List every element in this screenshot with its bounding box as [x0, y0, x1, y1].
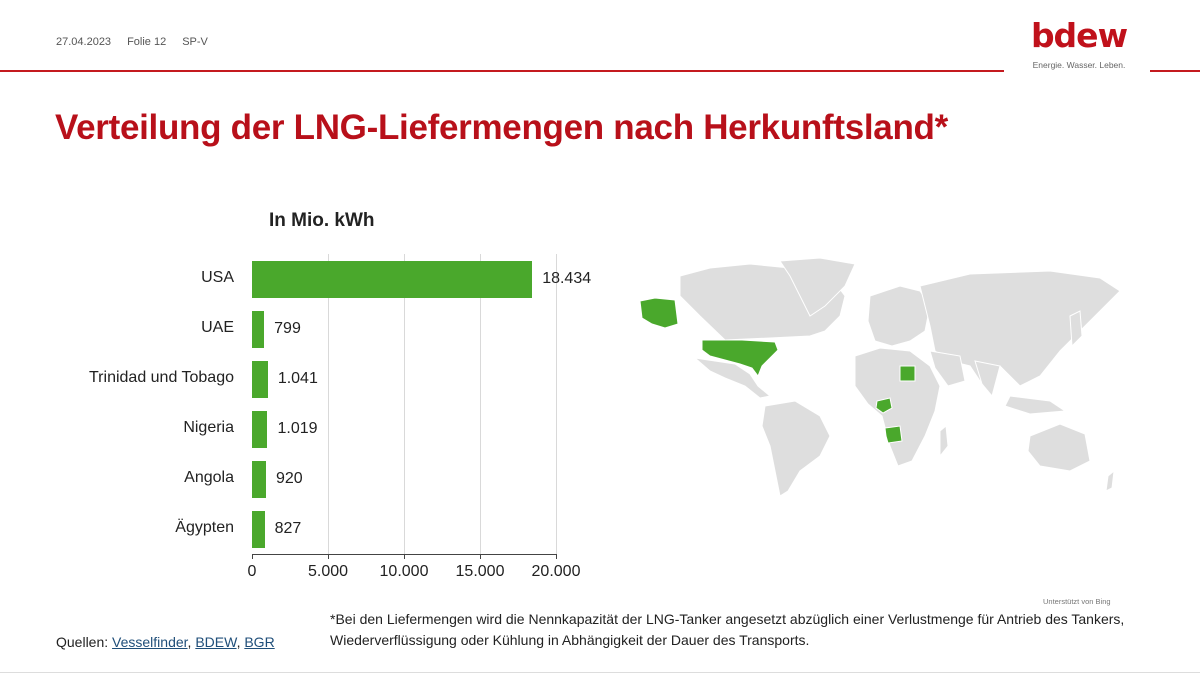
- bar-usa: [252, 260, 533, 298]
- bar-nigeria: [252, 410, 268, 448]
- bar-value-label: 1.019: [277, 419, 318, 437]
- map-japan: [1069, 310, 1083, 348]
- map-greenland: [779, 257, 856, 317]
- bdew-logo: bdew Energie. Wasser. Leben.: [1024, 16, 1134, 70]
- map-alaska-highlight: [639, 297, 679, 329]
- map-egypt-highlight: [899, 365, 916, 382]
- bar-trinidad-und-tobago: [252, 360, 268, 398]
- bar-chart-plot: 18.434 799 1.041 1.019 920 827: [252, 254, 591, 559]
- map-indonesia: [1004, 395, 1067, 415]
- map-angola-highlight: [884, 425, 903, 444]
- x-axis-line: [252, 554, 557, 555]
- bar-value-label: 799: [274, 319, 301, 337]
- map-credit: Unterstützt von Bing: [1043, 597, 1111, 606]
- source-link-vesselfinder[interactable]: Vesselfinder: [112, 634, 188, 650]
- map-africa: [854, 347, 941, 467]
- slide-meta: 27.04.2023 Folie 12 SP-V: [56, 36, 208, 48]
- category-label: USA: [201, 268, 234, 286]
- x-tick-label: 15.000: [455, 563, 505, 580]
- map-madagascar: [939, 425, 949, 458]
- x-tick-label: 5.000: [307, 563, 349, 580]
- bar--gypten: [252, 510, 265, 548]
- axis-tick: [404, 554, 405, 559]
- x-tick-label: 0: [247, 563, 257, 580]
- map-middle-east: [929, 350, 966, 387]
- map-australia: [1027, 423, 1091, 472]
- axis-tick: [556, 554, 557, 559]
- category-label: Angola: [184, 468, 234, 486]
- bar-value-label: 920: [275, 469, 303, 487]
- footer-divider: [0, 672, 1200, 673]
- source-link-bdew[interactable]: BDEW: [195, 634, 237, 650]
- slide-title: Verteilung der LNG-Liefermengen nach Her…: [55, 108, 948, 147]
- sources: Quellen: Vesselfinder, BDEW, BGR: [56, 634, 275, 650]
- map-asia: [919, 270, 1121, 387]
- footnote: *Bei den Liefermengen wird die Nennkapaz…: [330, 611, 1125, 648]
- map-new-zealand: [1105, 469, 1115, 492]
- x-tick-label: 20.000: [531, 563, 581, 580]
- axis-tick: [328, 554, 329, 559]
- bar-value-label: 18.434: [542, 269, 592, 287]
- source-link-bgr[interactable]: BGR: [244, 634, 275, 650]
- axis-tick: [480, 554, 481, 559]
- category-label: UAE: [201, 318, 234, 336]
- map-mexico: [693, 357, 772, 399]
- bar-value-label: 827: [274, 519, 302, 537]
- x-tick-label: 10.000: [379, 563, 429, 580]
- slide-number: Folie 12: [127, 36, 167, 48]
- chart-title: In Mio. kWh: [269, 210, 375, 231]
- category-label: Ägypten: [175, 518, 234, 536]
- map-nigeria-highlight: [875, 397, 893, 414]
- gridline: [328, 254, 329, 554]
- map-usa-highlight: [701, 339, 779, 378]
- bar-value-label: 1.041: [277, 369, 318, 387]
- gridline: [480, 254, 481, 554]
- header-divider-right: [1150, 70, 1200, 72]
- slide-department: SP-V: [182, 36, 208, 48]
- logo-wordmark: bdew: [1030, 16, 1128, 55]
- header-divider-left: [0, 70, 1004, 72]
- slide-date: 27.04.2023: [56, 36, 112, 48]
- category-label: Nigeria: [183, 418, 234, 436]
- gridline: [556, 254, 557, 554]
- axis-tick: [252, 554, 253, 559]
- logo-tagline: Energie. Wasser. Leben.: [1032, 60, 1126, 70]
- map-india: [974, 360, 1001, 398]
- gridline: [404, 254, 405, 554]
- map-south-america: [761, 400, 831, 497]
- map-europe: [867, 285, 931, 347]
- bar-uae: [252, 310, 265, 348]
- category-label: Trinidad und Tobago: [89, 368, 234, 386]
- bar-angola: [252, 460, 266, 498]
- world-map: [639, 257, 1121, 497]
- sources-label: Quellen:: [56, 634, 109, 650]
